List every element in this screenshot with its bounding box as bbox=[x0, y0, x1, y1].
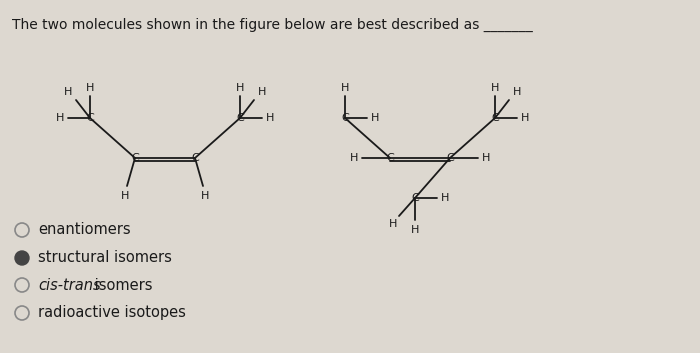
Text: H: H bbox=[341, 83, 349, 93]
Text: H: H bbox=[258, 87, 266, 97]
Text: H: H bbox=[482, 153, 490, 163]
Text: C: C bbox=[86, 113, 94, 123]
Text: C: C bbox=[491, 113, 499, 123]
Text: H: H bbox=[201, 191, 209, 201]
Text: H: H bbox=[86, 83, 94, 93]
Text: H: H bbox=[513, 87, 522, 97]
Text: H: H bbox=[411, 225, 419, 235]
Text: C: C bbox=[236, 113, 244, 123]
Text: H: H bbox=[121, 191, 130, 201]
Text: C: C bbox=[131, 153, 139, 163]
Text: H: H bbox=[389, 219, 397, 229]
Text: The two molecules shown in the figure below are best described as _______: The two molecules shown in the figure be… bbox=[12, 18, 533, 32]
Text: isomers: isomers bbox=[90, 277, 153, 293]
Text: C: C bbox=[191, 153, 199, 163]
Text: H: H bbox=[236, 83, 244, 93]
Text: radioactive isotopes: radioactive isotopes bbox=[38, 305, 186, 321]
Text: enantiomers: enantiomers bbox=[38, 222, 131, 238]
Text: C: C bbox=[341, 113, 349, 123]
Text: C: C bbox=[411, 193, 419, 203]
Text: H: H bbox=[266, 113, 274, 123]
Text: cis-trans: cis-trans bbox=[38, 277, 101, 293]
Text: H: H bbox=[491, 83, 499, 93]
Text: H: H bbox=[371, 113, 379, 123]
Text: H: H bbox=[350, 153, 358, 163]
Text: C: C bbox=[386, 153, 394, 163]
Text: H: H bbox=[56, 113, 64, 123]
Text: structural isomers: structural isomers bbox=[38, 251, 172, 265]
Text: C: C bbox=[446, 153, 454, 163]
Text: H: H bbox=[64, 87, 72, 97]
Text: H: H bbox=[441, 193, 449, 203]
Circle shape bbox=[15, 251, 29, 265]
Text: H: H bbox=[521, 113, 529, 123]
